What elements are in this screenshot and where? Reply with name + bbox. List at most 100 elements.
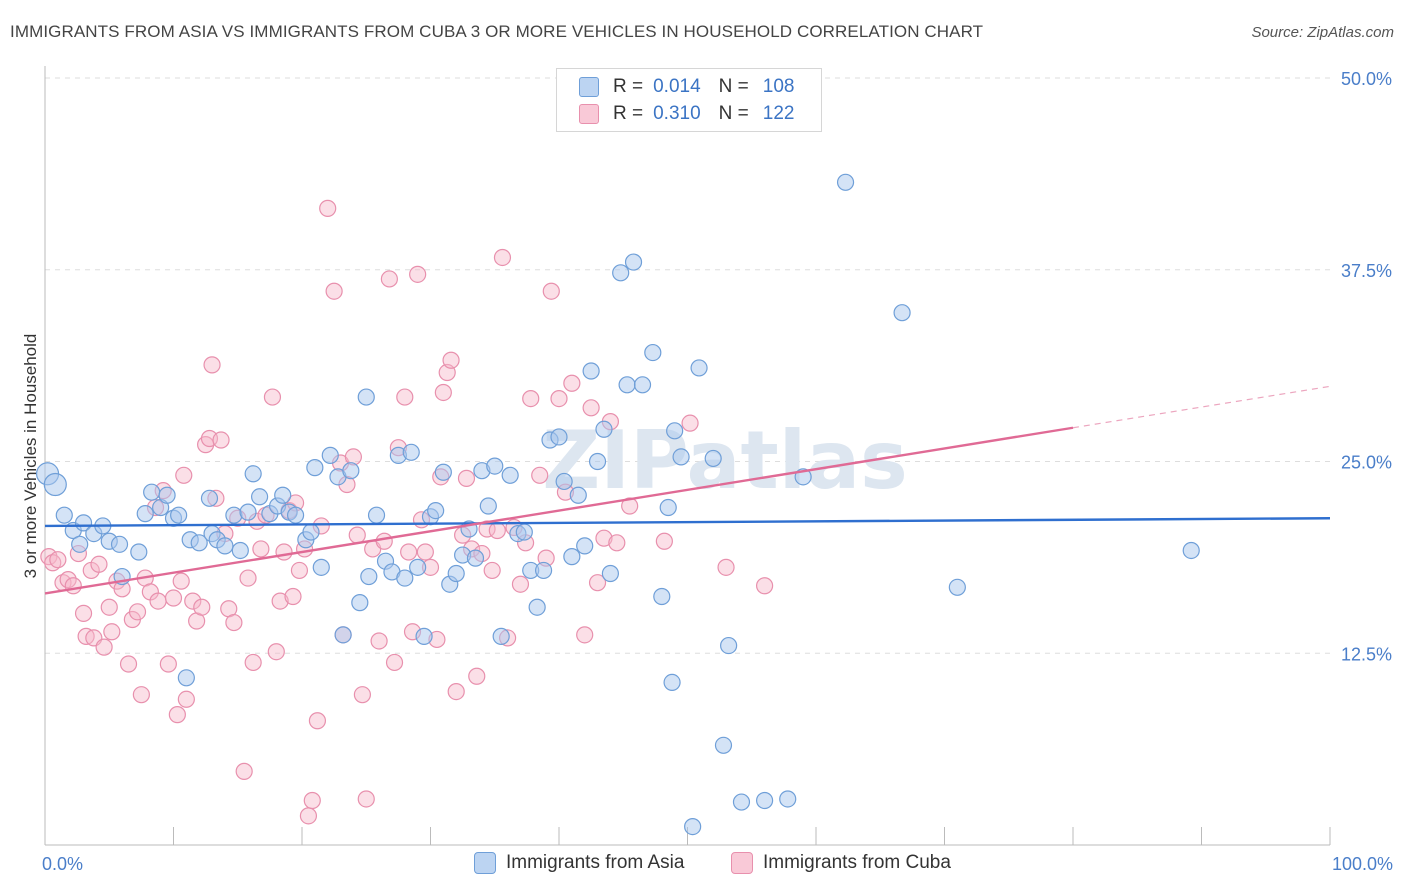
cuba-point	[159, 655, 177, 673]
cuba-point	[511, 575, 530, 593]
asia-point	[624, 253, 643, 271]
stats-legend: R = 0.014 N = 108 R = 0.310 N = 122	[556, 68, 822, 132]
axes	[44, 66, 1331, 846]
legend-item-asia: Immigrants from Asia	[474, 852, 684, 874]
asia-point	[588, 452, 607, 471]
cuba-point	[434, 383, 452, 402]
cuba-point	[608, 534, 626, 552]
cuba-trend-line	[44, 426, 1074, 595]
legend-r-value: 0.014	[653, 76, 701, 97]
cuba-point	[468, 667, 486, 685]
cuba-point	[49, 551, 67, 569]
cuba-point	[531, 466, 549, 484]
cuba-point	[595, 529, 613, 547]
cuba-point	[267, 643, 285, 661]
asia-point	[836, 173, 855, 191]
cuba-point	[132, 686, 150, 704]
asia-point	[779, 790, 797, 808]
asia-point	[1182, 541, 1200, 560]
x-tick-label: 100.0%	[1332, 854, 1393, 874]
cuba-point	[357, 790, 375, 808]
cuba-point	[168, 706, 186, 724]
asia-point	[576, 537, 594, 555]
cuba-point	[457, 469, 476, 487]
cuba-point	[488, 521, 506, 540]
asia-point	[720, 636, 738, 655]
asia-point	[601, 564, 620, 583]
asia-point	[312, 558, 330, 576]
asia-point	[659, 498, 677, 517]
y-axis-label: 3 or more Vehicles in Household	[21, 334, 40, 579]
asia-point	[563, 548, 581, 566]
cuba-point	[588, 574, 607, 592]
legend-n-value: 122	[762, 103, 795, 124]
cuba-point	[563, 374, 581, 392]
asia-point	[216, 537, 234, 555]
asia-point	[515, 523, 533, 541]
asia-point	[653, 587, 671, 606]
asia-point	[486, 457, 504, 475]
asia-point	[190, 534, 208, 552]
cuba-point	[164, 589, 183, 607]
trend-lines	[44, 385, 1331, 595]
asia-point	[170, 506, 188, 524]
cuba-point	[442, 351, 460, 369]
tick-labels: 12.5% 25.0% 37.5% 50.0% 0.0% 100.0%	[42, 69, 1393, 874]
cuba-point	[252, 540, 270, 558]
asia-point	[569, 486, 587, 504]
asia-point	[110, 535, 129, 553]
cuba-point	[308, 712, 327, 730]
gridlines	[45, 77, 1330, 654]
cuba-point	[225, 613, 243, 632]
cuba-point	[550, 390, 568, 408]
asia-point	[948, 578, 966, 596]
cuba-point	[290, 561, 309, 580]
y-tick-label: 25.0%	[1341, 453, 1392, 473]
cuba-point	[74, 604, 93, 622]
cuba-point	[271, 592, 289, 610]
asia-point	[396, 569, 414, 587]
cuba-point	[582, 399, 600, 417]
asia-point	[158, 486, 176, 504]
legend-n-label: N =	[718, 103, 749, 124]
asia-point	[71, 535, 89, 553]
cuba-point	[244, 653, 262, 672]
cuba-point	[184, 592, 202, 610]
asia-point	[250, 488, 269, 506]
asia-point	[286, 506, 305, 524]
legend-swatch-cuba	[579, 104, 599, 124]
asia-point	[434, 463, 452, 481]
asia-point	[732, 793, 751, 811]
cuba-point	[380, 270, 398, 288]
cuba-point	[193, 598, 211, 616]
asia-point	[302, 523, 320, 541]
legend-row-cuba: R = 0.310 N = 122	[579, 102, 794, 126]
asia-point	[612, 264, 630, 282]
legend-n-value: 108	[762, 76, 795, 97]
asia-point	[684, 817, 702, 836]
asia-point	[136, 505, 154, 523]
legend-row-asia: R = 0.014 N = 108	[579, 75, 794, 99]
asia-point	[415, 627, 433, 645]
cuba-point	[275, 543, 293, 561]
cuba-point	[353, 686, 371, 704]
y-tick-label: 12.5%	[1341, 644, 1392, 664]
cuba-point	[681, 414, 699, 432]
cuba-point	[542, 282, 560, 300]
asia-point	[200, 489, 219, 507]
asia-point	[555, 472, 573, 491]
cuba-point	[235, 762, 253, 780]
cuba-point	[177, 690, 195, 708]
asia-trend-line	[44, 517, 1331, 528]
asia-point	[663, 673, 681, 691]
legend-r-label: R =	[613, 103, 644, 124]
asia-point	[528, 598, 546, 616]
asia-point	[666, 422, 684, 440]
asia-point	[143, 483, 161, 501]
asia-point	[360, 567, 378, 586]
cuba-point	[149, 592, 167, 610]
asia-point	[342, 462, 360, 480]
legend-label-asia: Immigrants from Asia	[506, 852, 685, 873]
cuba-point	[375, 532, 393, 550]
